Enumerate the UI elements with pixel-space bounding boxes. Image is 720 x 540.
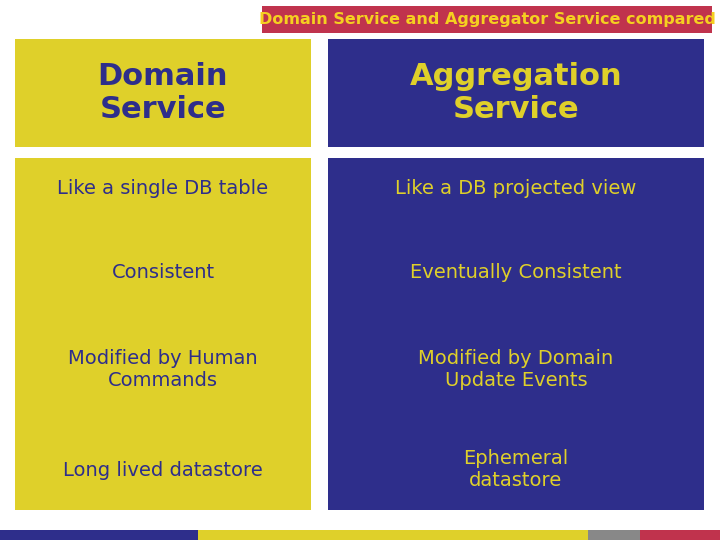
Bar [328,158,704,510]
Bar [588,530,640,540]
Text: Modified by Domain
Update Events: Modified by Domain Update Events [418,349,613,390]
Text: Like a single DB table: Like a single DB table [58,179,269,198]
Bar [262,6,712,33]
Text: Aggregation
Service: Aggregation Service [410,62,622,124]
Text: Domain Service and Aggregator Service compared: Domain Service and Aggregator Service co… [258,12,716,27]
Text: Modified by Human
Commands: Modified by Human Commands [68,349,258,390]
Bar [15,39,311,147]
Text: Long lived datastore: Long lived datastore [63,461,263,480]
Bar [328,39,704,147]
Bar [640,530,720,540]
Text: Eventually Consistent: Eventually Consistent [410,262,622,281]
Bar [198,530,588,540]
Text: Domain
Service: Domain Service [98,62,228,124]
Text: Like a DB projected view: Like a DB projected view [395,179,636,198]
Bar [15,158,311,510]
Text: Ephemeral
datastore: Ephemeral datastore [464,449,569,490]
Text: Consistent: Consistent [112,262,215,281]
Bar [0,530,198,540]
